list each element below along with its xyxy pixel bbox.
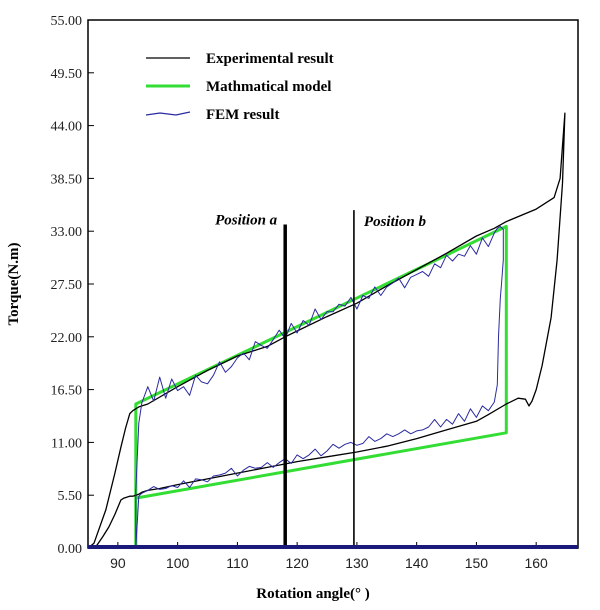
y-tick-label: 38.50 xyxy=(51,172,83,187)
y-tick-label: 22.00 xyxy=(51,331,83,346)
series-layer xyxy=(87,112,566,549)
legend-label: FEM result xyxy=(206,107,279,123)
series-line-model xyxy=(134,224,508,548)
series-line-fem xyxy=(135,225,504,549)
y-tick-label: 11.00 xyxy=(51,436,82,451)
y-tick-label: 44.00 xyxy=(51,120,83,135)
y-tick-label: 49.50 xyxy=(51,67,83,82)
tick-marks xyxy=(88,19,537,549)
y-tick-label: 16.50 xyxy=(51,384,83,399)
legend-label: Mathmatical model xyxy=(206,79,331,95)
plot-frame xyxy=(87,19,579,549)
y-tick-label: 55.00 xyxy=(51,14,83,29)
x-tick-label: 160 xyxy=(524,555,548,571)
x-tick-labels: 90 100 110 120 130 140 150 160 xyxy=(110,555,548,571)
annotation-layer: Position a Position b xyxy=(215,210,427,548)
x-axis-baseline xyxy=(88,545,578,549)
x-tick-label: 150 xyxy=(465,555,489,571)
y-tick-label: 0.00 xyxy=(58,542,83,557)
annotation-label: Position b xyxy=(364,214,427,230)
x-tick-label: 110 xyxy=(226,555,249,571)
y-tick-label: 27.50 xyxy=(51,278,83,293)
x-tick-label: 100 xyxy=(166,555,190,571)
x-axis-title: Rotation angle(° ) xyxy=(256,586,370,602)
series-line-experimental xyxy=(87,112,566,549)
annotation-label: Position a xyxy=(215,212,278,228)
legend-swatch xyxy=(145,111,191,116)
legend: Experimental result Mathmatical model FEM … xyxy=(145,51,334,123)
y-tick-label: 5.50 xyxy=(58,489,83,504)
legend-label: Experimental result xyxy=(206,51,334,67)
x-tick-label: 90 xyxy=(110,555,126,571)
x-tick-label: 140 xyxy=(405,555,429,571)
x-tick-label: 120 xyxy=(285,555,309,571)
x-tick-label: 130 xyxy=(345,555,369,571)
y-tick-labels: 0.00 5.50 11.00 16.50 22.00 27.50 33.00 38.50 44… xyxy=(51,14,83,557)
y-tick-label: 33.00 xyxy=(51,225,83,240)
y-axis-title: Torque(N.m) xyxy=(6,243,22,326)
